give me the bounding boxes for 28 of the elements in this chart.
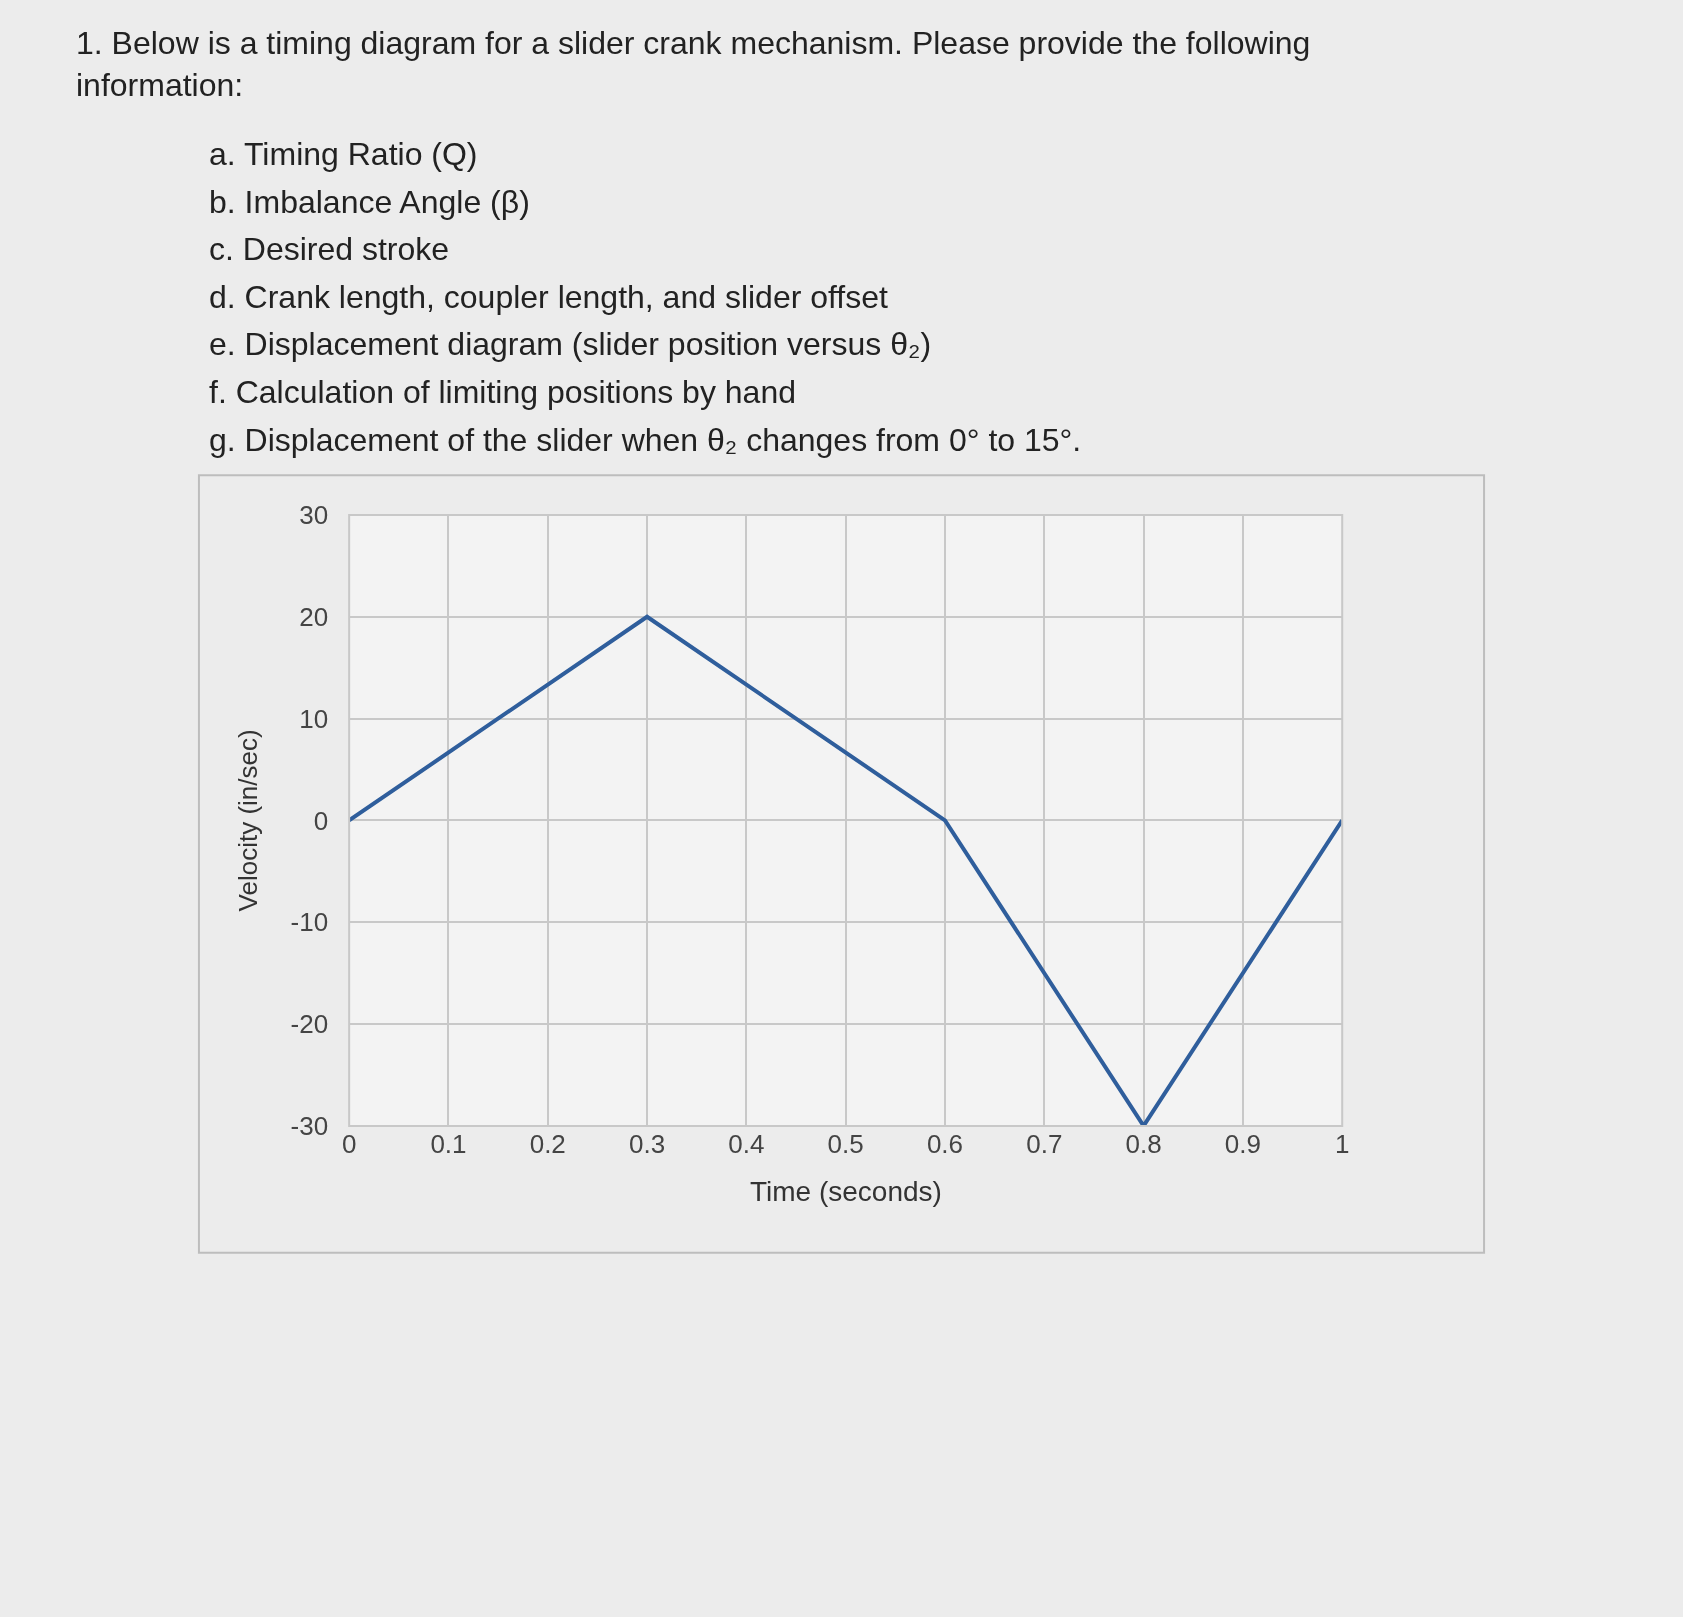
x-tick-label: 0.1	[430, 1128, 467, 1159]
x-tick-label: 0.5	[827, 1128, 864, 1159]
y-tick-label: 20	[299, 601, 329, 632]
text: d. Crank length, coupler length, and slider offset	[209, 279, 889, 315]
x-tick-label: 0.9	[1224, 1128, 1261, 1159]
x-tick-label: 0.8	[1125, 1128, 1162, 1159]
x-tick-label: 0.4	[728, 1128, 765, 1159]
x-tick-label: 0.6	[926, 1128, 964, 1159]
text: b. Imbalance Angle (β)	[209, 184, 530, 220]
text: a. Timing Ratio (Q)	[209, 136, 478, 172]
chart-title: 1. Below is a timing diagram for a slider crank mechanism. Please provide the following information:	[76, 25, 1311, 103]
x-tick-label: 1	[1334, 1128, 1350, 1159]
y-tick-label: 10	[299, 703, 329, 734]
y-tick-label: 30	[299, 500, 329, 531]
x-tick-label: 0.7	[1026, 1128, 1063, 1159]
x-tick-label: 0.3	[628, 1128, 666, 1159]
text: c. Desired stroke	[209, 231, 450, 267]
text: e. Displacement diagram (slider position versus θ₂)	[209, 326, 932, 362]
y-tick-label: -30	[290, 1111, 329, 1142]
x-tick-label: 0	[341, 1128, 357, 1159]
y-axis-title: Velocity (in/sec)	[232, 729, 263, 912]
y-tick-label: -20	[290, 1009, 329, 1040]
y-tick-label: -10	[290, 907, 329, 938]
x-tick-label: 0.2	[529, 1128, 566, 1159]
x-axis-title: Time (seconds)	[750, 1176, 942, 1207]
text: g. Displacement of the slider when θ₂ changes from 0° to 15°.	[209, 422, 1082, 458]
y-tick-label: 0	[313, 805, 329, 836]
text: f. Calculation of limiting positions by hand	[209, 374, 796, 410]
